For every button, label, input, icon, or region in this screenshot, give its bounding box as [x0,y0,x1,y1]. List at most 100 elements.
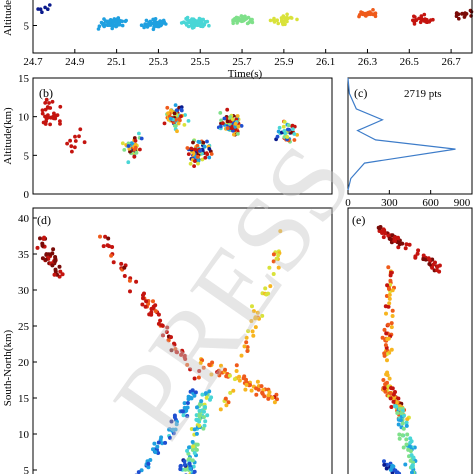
panel-a-point [246,15,251,20]
panel-e-point [386,265,391,270]
panel-d-point [246,329,251,334]
panel-a-xlabel: Time(s) [228,68,263,80]
panel-d-point [205,413,210,418]
panel-b-point [165,105,170,110]
panel-b-point [174,118,178,122]
panel-d-point [201,426,206,431]
panel-b-point [126,141,131,146]
panel-b-point [233,121,238,126]
panel-a-point [373,11,378,15]
panel-d-point [243,387,248,392]
panel-a-point [233,18,238,23]
panel-a-point [245,21,250,26]
panel-e-point [404,242,409,247]
panel-d-point [190,388,195,393]
panel-d-point [38,236,42,241]
panel-d-point [271,272,276,276]
panel-a-point [231,21,235,26]
panel-e: (e) [347,207,473,474]
panel-a-point [418,20,423,25]
panel-d-point [182,459,187,464]
panel-d-point [106,236,111,241]
panel-d-point [254,386,259,391]
panel-d-point [254,392,259,397]
panel-d-point [182,353,187,358]
panel-d-point [173,347,178,351]
panel-d-letter: (d) [37,213,51,227]
panel-a-point [237,18,241,23]
panel-a-point [285,19,289,24]
panel-d-ylabel: South-North(km) [2,329,14,406]
panel-d-point [249,319,254,323]
panel-e-point [430,265,435,270]
panel-b-point [196,139,201,144]
panel-e-point [383,389,388,394]
panel-a-point [419,14,424,18]
panel-d-point [180,350,185,354]
panel-d-point [260,313,265,318]
panel-d-point [197,408,202,413]
panel-d-point [199,402,203,407]
panel-e-point [389,386,393,390]
panel-d-point [255,379,260,384]
panel-b-ylabel: Altitude(km) [2,107,14,165]
panel-a-point [413,18,418,23]
panel-d-point [242,344,247,349]
panel-d-point [153,450,158,455]
panel-b-point [205,152,210,157]
panel-d-point [192,393,197,398]
panel-d-point [244,382,249,387]
panel-d-point [180,409,185,414]
panel-d-point [226,400,231,405]
panel-d-point [218,407,223,412]
panel-d-point [197,423,202,428]
panel-b-point [58,104,63,109]
panel-a-point [463,11,467,15]
panel-a-point [276,21,281,26]
panel-b-point [73,139,78,143]
panel-b-point [82,140,87,145]
panel-e-point [404,442,409,447]
panel-e-point [387,301,392,306]
panel-e-point [381,227,386,232]
panel-d-point [181,413,186,418]
panel-d-point [276,253,281,258]
panel-d-point [190,458,195,463]
panel-b-point [233,125,238,129]
panel-b-point [202,144,207,149]
panel-b-point [65,141,69,146]
panel-d-point [270,395,275,400]
panel-d-point [201,415,206,420]
panel-a-point [43,5,47,10]
panel-e-point [396,396,401,401]
panel-a-points [36,3,474,32]
panel-d-point [186,394,191,399]
panel-b-point [77,134,81,139]
panel-b-point [44,97,49,102]
panel-a-point [96,27,101,31]
panel-d-point [266,393,271,398]
panel-b-point [69,144,74,149]
panel-e-point [397,406,402,411]
panel-d-point [185,401,190,405]
panel-b-point [228,115,233,119]
panel-d-point [198,361,203,365]
panel-d-point [60,272,65,277]
panel-e-point [384,372,389,377]
panel-e-point [413,255,418,260]
panel-a-point [102,24,106,29]
panel-d-point [192,427,197,432]
panel-a-point [117,18,121,23]
panel-b-point [275,134,280,139]
panel-e-points [376,225,442,474]
panel-a-point [359,10,363,14]
panel-b-point [179,107,184,112]
panel-b-point [137,131,141,136]
panel-e-point [405,417,410,422]
panel-d-point [242,374,247,379]
panel-d-point [109,253,114,258]
panel-d-point [153,309,158,314]
panel-b-point [133,138,138,143]
panel-a-point [186,24,191,29]
panel-b-point [179,114,183,119]
